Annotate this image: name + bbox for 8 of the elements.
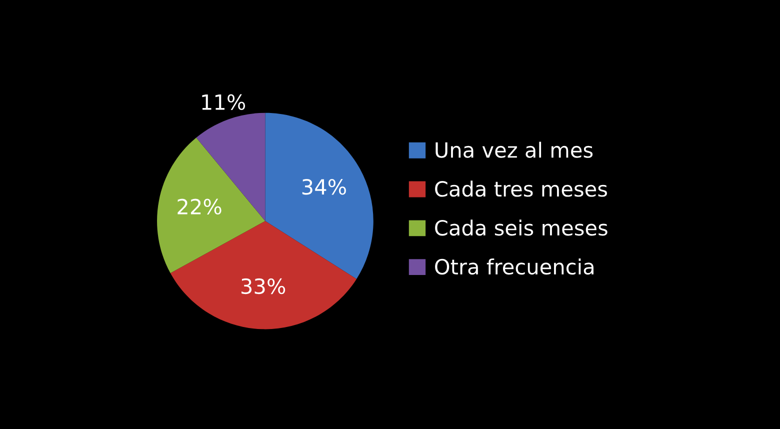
legend-label: Una vez al mes (436, 142, 593, 158)
data-label: 11% (202, 94, 246, 110)
legend-label: Cada tres meses (435, 180, 608, 197)
legend-label: Cada seis meses (435, 220, 608, 236)
legend-label: Otra frecuencia (435, 258, 594, 275)
data-label: 33% (242, 278, 286, 294)
data-label: 22% (178, 198, 222, 215)
data-label: 34% (302, 179, 346, 195)
